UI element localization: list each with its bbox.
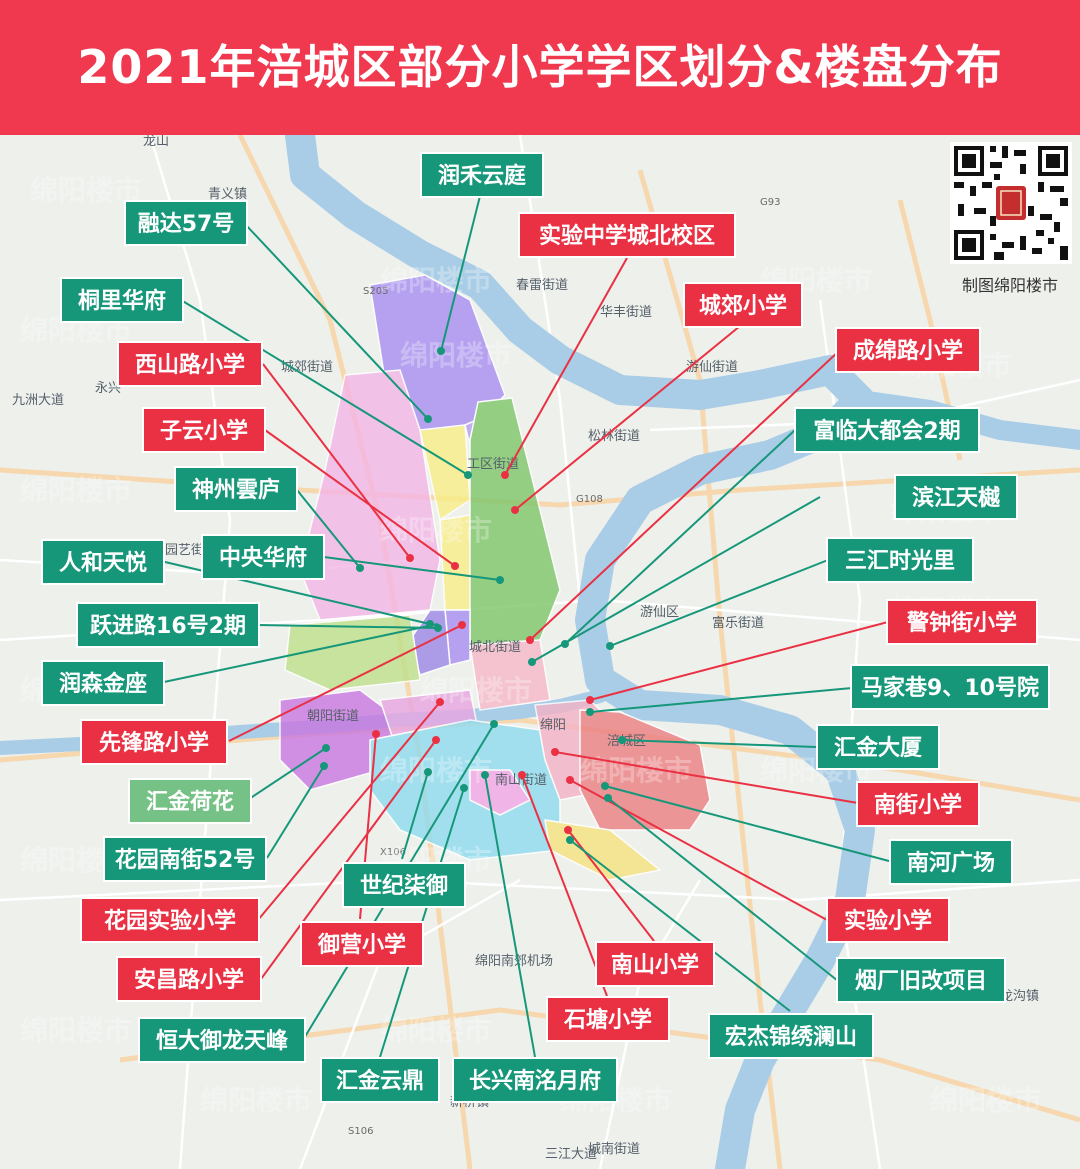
- svg-text:工区街道: 工区街道: [467, 457, 519, 472]
- school-label-chengmianlu: 成绵路小学: [835, 327, 981, 373]
- school-label-xishanlu: 西山路小学: [117, 341, 263, 387]
- svg-text:游仙区: 游仙区: [640, 605, 679, 620]
- estate-label-runsen-jinzuo: 润森金座: [41, 660, 165, 706]
- svg-text:绵阳楼市: 绵阳楼市: [30, 174, 142, 207]
- school-label-shitang: 石塘小学: [546, 996, 670, 1042]
- estate-label-fulin-dadouhui: 富临大都会2期: [794, 407, 980, 453]
- svg-text:龙山: 龙山: [143, 135, 169, 149]
- estate-label-huijin-hehua: 汇金荷花: [128, 778, 252, 824]
- estate-label-nanhe-guangchang: 南河广场: [889, 839, 1013, 885]
- estate-label-huijin-dasha: 汇金大厦: [816, 724, 940, 770]
- svg-text:城南街道: 城南街道: [588, 1141, 640, 1157]
- svg-text:青义镇: 青义镇: [208, 187, 247, 202]
- svg-text:G108: G108: [576, 494, 603, 505]
- estate-label-runhe-yunting: 润禾云庭: [420, 152, 544, 198]
- school-label-anchanglu: 安昌路小学: [116, 956, 262, 1002]
- school-label-shiyan: 实验小学: [826, 897, 950, 943]
- svg-text:S205: S205: [363, 286, 388, 297]
- map-credit: 制图绵阳楼市: [961, 276, 1058, 295]
- svg-text:九洲大道: 九洲大道: [12, 393, 64, 408]
- estate-label-hengda-yulong: 恒大御龙天峰: [138, 1017, 306, 1063]
- svg-text:绵阳楼市: 绵阳楼市: [20, 1014, 132, 1047]
- school-label-shiyan-zhongxue: 实验中学城北校区: [518, 212, 736, 258]
- estate-label-majiaxiang: 马家巷9、10号院: [850, 664, 1050, 710]
- qr-code[interactable]: [950, 142, 1072, 264]
- estate-label-changxing-nanming: 长兴南洺月府: [452, 1057, 618, 1103]
- estate-label-tongli-huafu: 桐里华府: [60, 277, 184, 323]
- estate-label-yanchang-jiugai: 烟厂旧改项目: [836, 957, 1006, 1003]
- estate-label-yuejinlu-16: 跃进路16号2期: [76, 602, 260, 648]
- svg-text:绵阳楼市: 绵阳楼市: [20, 474, 132, 507]
- estate-label-hongjie-jinxiu: 宏杰锦绣澜山: [708, 1013, 874, 1059]
- svg-text:松林街道: 松林街道: [588, 429, 640, 444]
- svg-text:华丰街道: 华丰街道: [600, 305, 652, 320]
- svg-text:城郊街道: 城郊街道: [281, 359, 333, 375]
- svg-text:春雷街道: 春雷街道: [516, 278, 568, 293]
- estate-label-shenzhou-yunlu: 神州雲庐: [174, 466, 298, 512]
- estate-label-binjiang-tianyue: 滨江天樾: [894, 474, 1018, 520]
- svg-text:绵阳楼市: 绵阳楼市: [380, 754, 492, 787]
- estate-label-shiji-qiyu: 世纪柒御: [342, 862, 466, 908]
- title-banner: 2021年涪城区部分小学学区划分&楼盘分布: [0, 0, 1080, 135]
- map-title: 2021年涪城区部分小学学区划分&楼盘分布: [77, 40, 1003, 94]
- estate-label-rongda-57: 融达57号: [124, 200, 248, 246]
- svg-text:朝阳街道: 朝阳街道: [307, 709, 359, 724]
- school-label-nanshan: 南山小学: [595, 941, 715, 987]
- svg-text:绵阳楼市: 绵阳楼市: [400, 339, 512, 372]
- svg-text:绵阳南郊机场: 绵阳南郊机场: [475, 953, 553, 969]
- school-label-yuying: 御营小学: [300, 921, 424, 967]
- svg-text:永兴: 永兴: [95, 381, 121, 396]
- svg-text:城北街道: 城北街道: [469, 640, 521, 655]
- school-label-huayuan-shiyan: 花园实验小学: [80, 897, 260, 943]
- svg-text:游仙街道: 游仙街道: [686, 360, 738, 375]
- svg-text:X106: X106: [380, 847, 406, 858]
- svg-text:绵阳楼市: 绵阳楼市: [380, 1014, 492, 1047]
- svg-text:绵阳楼市: 绵阳楼市: [200, 1084, 312, 1117]
- estate-label-huijin-yunding: 汇金云鼎: [320, 1057, 440, 1103]
- school-label-xianfenglu: 先锋路小学: [80, 719, 228, 765]
- svg-text:绵阳楼市: 绵阳楼市: [380, 264, 492, 297]
- svg-text:S106: S106: [348, 1126, 373, 1137]
- svg-text:绵阳: 绵阳: [540, 718, 566, 733]
- svg-text:三江大道: 三江大道: [545, 1147, 597, 1162]
- estate-label-renhe-tianyue: 人和天悦: [41, 539, 165, 585]
- estate-label-huayuan-nanjie-52: 花园南街52号: [103, 836, 267, 882]
- school-label-ziyun: 子云小学: [142, 407, 266, 453]
- svg-text:富乐街道: 富乐街道: [712, 615, 764, 631]
- svg-text:南山街道: 南山街道: [495, 772, 547, 788]
- svg-text:绵阳楼市: 绵阳楼市: [930, 1084, 1042, 1117]
- estate-label-zhongyang-huafu: 中央华府: [201, 534, 325, 580]
- school-label-jingzhongjie: 警钟街小学: [886, 599, 1038, 645]
- school-label-chengjiao: 城郊小学: [683, 282, 803, 328]
- svg-text:涪城区: 涪城区: [607, 734, 646, 749]
- svg-text:龙沟镇: 龙沟镇: [1000, 989, 1039, 1004]
- estate-label-sanhui-shiguangli: 三汇时光里: [826, 537, 974, 583]
- school-label-nanjie: 南街小学: [856, 781, 980, 827]
- svg-text:G93: G93: [760, 197, 780, 208]
